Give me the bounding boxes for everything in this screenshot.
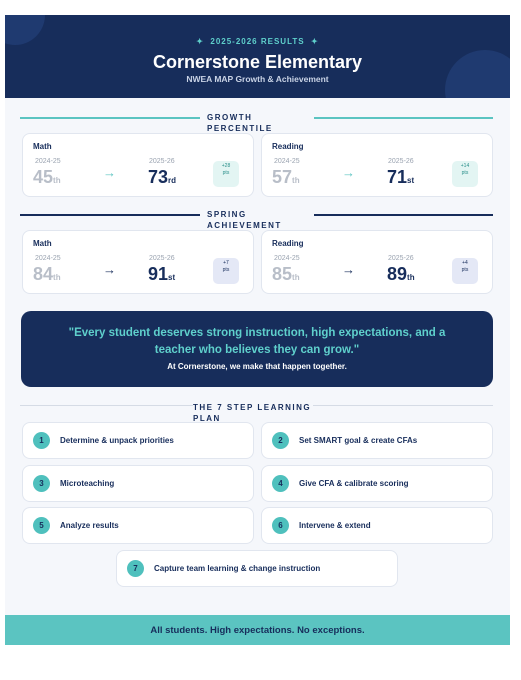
before-value: 57th xyxy=(272,167,300,188)
year-label: 2024-25 xyxy=(35,255,61,262)
year-label: 2025-26 xyxy=(388,255,414,262)
stat-card: Reading 2024-25 57th → 2025-26 71st +14 pts xyxy=(261,133,493,197)
year-label: 2025-26 xyxy=(149,255,175,262)
subtitle: NWEA MAP Growth & Achievement xyxy=(186,74,329,84)
suffix: th xyxy=(53,273,61,282)
step-label: Microteaching xyxy=(60,479,115,488)
after-value: 89th xyxy=(387,264,415,285)
step-number: 2 xyxy=(272,432,289,449)
divider xyxy=(314,117,493,119)
section-title: SPRING ACHIEVEMENT xyxy=(207,210,282,230)
value: 71 xyxy=(387,167,408,187)
footer: All students. High expectations. No exce… xyxy=(5,615,510,645)
value: 85 xyxy=(272,264,293,284)
step-number: 3 xyxy=(33,475,50,492)
suffix: th xyxy=(292,273,300,282)
before-value: 84th xyxy=(33,264,61,285)
change-badge: +14 pts xyxy=(452,161,478,187)
change-badge: +4 pts xyxy=(452,258,478,284)
step-label: Give CFA & calibrate scoring xyxy=(299,479,409,488)
header: ✦ 2025-2026 RESULTS ✦ Cornerstone Elemen… xyxy=(5,15,510,98)
year-label: 2025-26 xyxy=(388,158,414,165)
section-title: GROWTH PERCENTILE xyxy=(207,113,273,133)
subject: Math xyxy=(33,239,52,248)
after-value: 91st xyxy=(148,264,175,285)
change-badge: +7 pts xyxy=(213,258,239,284)
year-label: 2024-25 xyxy=(35,158,61,165)
value: 91 xyxy=(148,264,169,284)
eyebrow: ✦ 2025-2026 RESULTS ✦ xyxy=(196,37,319,46)
step-label: Determine & unpack priorities xyxy=(60,436,174,445)
change-unit: pts xyxy=(222,267,230,273)
change-badge: +28 pts xyxy=(213,161,239,187)
change: +14 xyxy=(460,163,470,169)
value: 73 xyxy=(148,167,169,187)
step-card: 3 Microteaching xyxy=(22,465,254,502)
step-label: Capture team learning & change instructi… xyxy=(154,564,321,573)
step-card: 2 Set SMART goal & create CFAs xyxy=(261,422,493,459)
step-number: 7 xyxy=(127,560,144,577)
step-card: 6 Intervene & extend xyxy=(261,507,493,544)
suffix: th xyxy=(292,176,300,185)
arrow: → xyxy=(342,165,355,180)
year-label: 2024-25 xyxy=(274,158,300,165)
suffix: st xyxy=(407,176,415,185)
before-value: 85th xyxy=(272,264,300,285)
change: +7 xyxy=(223,260,229,266)
step-card: 1 Determine & unpack priorities xyxy=(22,422,254,459)
value: 89 xyxy=(387,264,408,284)
before-value: 45th xyxy=(33,167,61,188)
arrow: → xyxy=(103,165,116,180)
after-value: 71st xyxy=(387,167,414,188)
subject: Reading xyxy=(272,142,304,151)
change: +4 xyxy=(462,260,468,266)
step-label: Analyze results xyxy=(60,521,119,530)
change-unit: pts xyxy=(461,267,469,273)
quote-text: "Every student deserves strong instructi… xyxy=(68,327,446,356)
step-number: 6 xyxy=(272,517,289,534)
value: 45 xyxy=(33,167,54,187)
title: Cornerstone Elementary xyxy=(152,52,363,72)
change: +28 xyxy=(221,163,231,169)
step-card: 5 Analyze results xyxy=(22,507,254,544)
after-value: 73rd xyxy=(148,167,176,188)
year-label: 2024-25 xyxy=(274,255,300,262)
quote-tagline: At Cornerstone, we make that happen toge… xyxy=(167,362,347,371)
change-unit: pts xyxy=(222,170,230,176)
eyebrow-text: 2025-2026 RESULTS xyxy=(210,37,305,46)
stat-card: Reading 2024-25 85th → 2025-26 89th +4 pts xyxy=(261,230,493,294)
step-number: 4 xyxy=(272,475,289,492)
step-label: Intervene & extend xyxy=(299,521,371,530)
divider xyxy=(314,214,493,216)
value: 57 xyxy=(272,167,293,187)
divider xyxy=(20,117,200,119)
stat-card: Math 2024-25 45th → 2025-26 73rd +28 pts xyxy=(22,133,254,197)
arrow: → xyxy=(342,262,355,277)
suffix: rd xyxy=(168,176,177,185)
change-unit: pts xyxy=(461,170,469,176)
step-number: 1 xyxy=(33,432,50,449)
suffix: th xyxy=(53,176,61,185)
value: 84 xyxy=(33,264,54,284)
step-label: Set SMART goal & create CFAs xyxy=(299,436,418,445)
quote-box: "Every student deserves strong instructi… xyxy=(21,311,493,387)
subject: Math xyxy=(33,142,52,151)
step-card: 7 Capture team learning & change instruct… xyxy=(116,550,398,587)
step-number: 5 xyxy=(33,517,50,534)
divider xyxy=(20,214,200,216)
year-label: 2025-26 xyxy=(149,158,175,165)
section-title: THE 7 STEP LEARNING PLAN xyxy=(193,402,313,424)
suffix: th xyxy=(407,273,415,282)
arrow: → xyxy=(103,262,116,277)
suffix: st xyxy=(168,273,176,282)
step-card: 4 Give CFA & calibrate scoring xyxy=(261,465,493,502)
stat-card: Math 2024-25 84th → 2025-26 91st +7 pts xyxy=(22,230,254,294)
subject: Reading xyxy=(272,239,304,248)
